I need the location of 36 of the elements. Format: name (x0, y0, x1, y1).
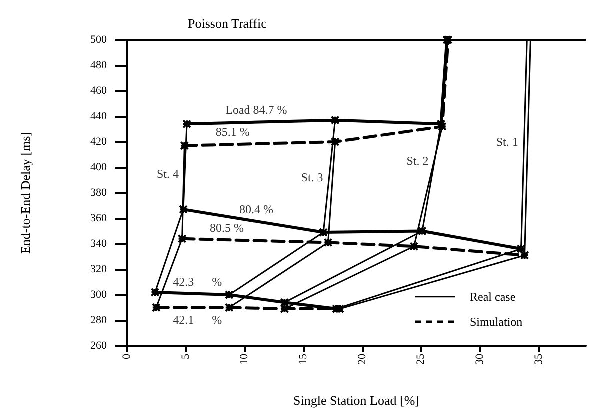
annotation: St. 4 (157, 166, 180, 181)
legend-label: Real case (470, 290, 516, 304)
annotation: 42.1 % (173, 312, 222, 327)
annotation: 80.5 % (210, 221, 244, 236)
x-tick-label: 15 (298, 354, 310, 365)
y-tick-label: 360 (90, 212, 108, 224)
x-tick-label: 25 (415, 354, 428, 365)
y-tick-label: 340 (90, 238, 108, 250)
x-tick-label: 5 (180, 354, 192, 360)
chart-title: Poisson Traffic (188, 16, 268, 31)
y-tick-label: 320 (90, 264, 108, 276)
y-tick-label: 400 (90, 162, 108, 174)
y-tick-label: 280 (90, 314, 108, 326)
annotation: 85.1 % (216, 124, 250, 139)
y-tick-label: 480 (90, 60, 108, 72)
annotation: St. 3 (301, 170, 324, 185)
y-tick-label: 260 (90, 340, 108, 352)
y-axis-title: End-to-End Delay [ms] (18, 132, 33, 254)
y-tick-label: 380 (90, 187, 108, 199)
x-axis-title: Single Station Load [%] (293, 393, 420, 408)
y-tick-label: 460 (90, 85, 108, 97)
annotation: St. 1 (496, 135, 518, 149)
annotation: St. 2 (406, 154, 429, 168)
annotation: 80.4 % (239, 202, 274, 217)
x-tick-label: 10 (238, 354, 251, 365)
y-tick-label: 440 (90, 110, 108, 122)
x-tick-label: 35 (532, 354, 545, 365)
x-tick-label: 30 (474, 354, 486, 365)
x-tick-label: 20 (356, 354, 368, 365)
x-tick-label: 0 (121, 354, 133, 360)
legend-label: Simulation (470, 315, 523, 329)
y-tick-label: 420 (90, 136, 108, 148)
y-tick-label: 300 (90, 289, 108, 301)
annotation: Load 84.7 % (226, 103, 288, 118)
annotation: 42.3 % (173, 274, 222, 289)
y-tick-label: 500 (90, 34, 108, 46)
